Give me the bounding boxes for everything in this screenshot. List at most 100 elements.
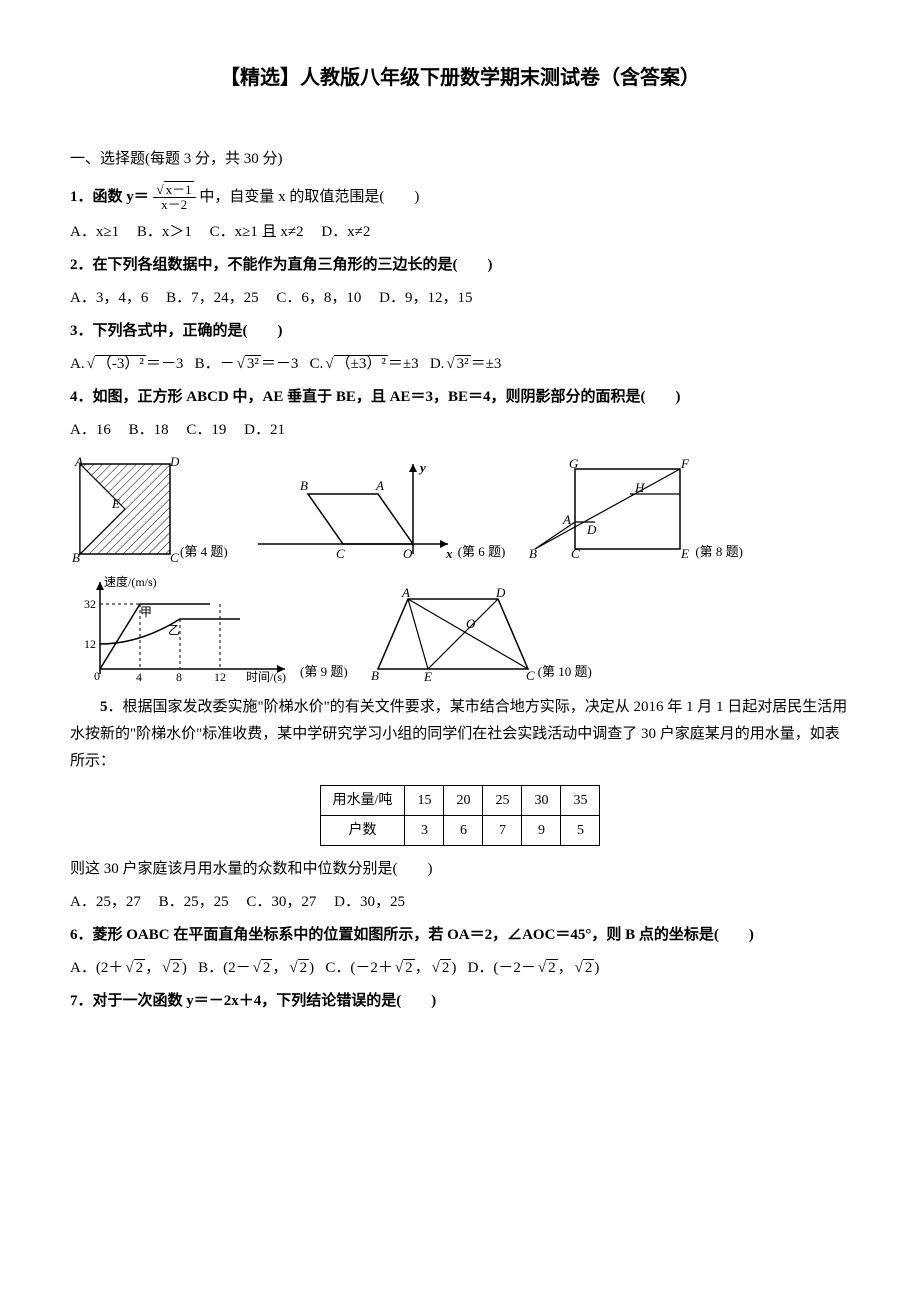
q5-options: A．25，27 B．25，25 C．30，27 D．30，25 (70, 889, 850, 916)
q3b-post: ＝－3 (261, 356, 299, 372)
q5-opt-d: D．30，25 (334, 894, 405, 910)
q3-stem-text: 3．下列各式中，正确的是( ) (70, 323, 283, 339)
fig6-O: O (403, 546, 413, 561)
fig8-H: H (634, 480, 645, 495)
q5-r3: 7 (483, 815, 522, 845)
q3c-rad: （±3）² (334, 355, 388, 372)
q6d-r2: 2 (583, 959, 595, 976)
fig8-G: G (569, 456, 579, 471)
q5-r2: 6 (444, 815, 483, 845)
q2-opt-d: D．9，12，15 (379, 290, 472, 306)
q3-opt-a: A.（-3）²＝－3 (70, 356, 183, 372)
q1-opt-c: C．x≥1 且 x≠2 (210, 224, 304, 240)
fig4-E: E (111, 496, 120, 511)
q1-opt-a: A．x≥1 (70, 224, 119, 240)
figure-4-svg: A D B C E (70, 454, 180, 564)
q3a-post: ＝－3 (146, 356, 184, 372)
q6a-pre: A．(2＋ (70, 960, 123, 976)
q1-den: x－2 (153, 198, 196, 212)
q4-opt-d: D．21 (244, 422, 285, 438)
q6c-post: ) (451, 960, 456, 976)
q5-stem-p2: 则这 30 户家庭该月用水量的众数和中位数分别是( ) (70, 856, 850, 883)
fig9-y12: 12 (84, 637, 96, 651)
q3b-pre: B．－ (195, 356, 235, 372)
fig8-E: E (680, 546, 689, 561)
q3a-rad: （-3）² (95, 355, 146, 372)
q5-th5: 35 (561, 785, 600, 815)
q2-opt-a: A．3，4，6 (70, 290, 148, 306)
q6b-r1: 2 (261, 959, 273, 976)
question-6-stem: 6．菱形 OABC 在平面直角坐标系中的位置如图所示，若 OA＝2，∠AOC＝4… (70, 922, 850, 949)
table-row: 用水量/吨 15 20 25 30 35 (320, 785, 600, 815)
q6-stem-text: 6．菱形 OABC 在平面直角坐标系中的位置如图所示，若 OA＝2，∠AOC＝4… (70, 927, 754, 943)
fig9-x8: 8 (176, 670, 182, 684)
figure-6-svg: A B C O x y (248, 454, 458, 564)
fig4-C: C (170, 550, 179, 564)
q5-r4: 9 (522, 815, 561, 845)
fig8-C: C (571, 546, 580, 561)
q2-opt-b: B．7，24，25 (166, 290, 259, 306)
fig9-y32: 32 (84, 597, 96, 611)
q6-opt-c: C．(－2＋2，2) (325, 960, 456, 976)
q6d-mid: ， (558, 960, 573, 976)
section-1-header: 一、选择题(每题 3 分，共 30 分) (70, 146, 850, 173)
fig8-caption: (第 8 题) (695, 540, 743, 563)
page-title: 【精选】人教版八年级下册数学期末测试卷（含答案） (70, 60, 850, 96)
q5-th0: 用水量/吨 (320, 785, 405, 815)
q3d-pre: D. (430, 356, 445, 372)
fig9-jia: 甲 (140, 605, 152, 619)
fig10-O: O (466, 616, 476, 631)
fig8-D: D (586, 522, 597, 537)
fig4-D: D (169, 454, 180, 469)
q5-opt-a: A．25，27 (70, 894, 141, 910)
table-row: 户数 3 6 7 9 5 (320, 815, 600, 845)
fig8-B: B (529, 546, 537, 561)
q6-opt-a: A．(2＋2，2) (70, 960, 187, 976)
fig8-A: A (562, 512, 571, 527)
fig10-A: A (401, 585, 410, 600)
fig6-B: B (300, 478, 308, 493)
figure-row-2: 32 12 0 4 8 12 速度/(m/s) 时间/(s) 甲 乙 (第 9 … (70, 574, 850, 684)
figure-9-svg: 32 12 0 4 8 12 速度/(m/s) 时间/(s) 甲 乙 (70, 574, 300, 684)
q4-options: A．16 B．18 C．19 D．21 (70, 417, 850, 444)
q6-options: A．(2＋2，2) B．(2－2，2) C．(－2＋2，2) D．(－2－2，2… (70, 955, 850, 982)
fig4-B: B (72, 550, 80, 564)
figure-row-1: A D B C E (第 4 题) A B C O x y (第 6 题) (70, 454, 850, 564)
q1-stem-pre: 1．函数 y＝ (70, 189, 149, 205)
q6b-post: ) (309, 960, 314, 976)
q6-opt-d: D．(－2－2，2) (468, 960, 600, 976)
q5-r0: 户数 (320, 815, 405, 845)
q2-stem-text: 2．在下列各组数据中，不能作为直角三角形的三边长的是( ) (70, 257, 493, 273)
fig9-caption: (第 9 题) (300, 660, 348, 683)
figure-4: A D B C E (第 4 题) (70, 454, 228, 564)
q6a-r2: 2 (170, 959, 182, 976)
svg-text:0: 0 (94, 669, 100, 683)
q3d-post: ＝±3 (471, 356, 502, 372)
q3-opt-c: C.（±3）²＝±3 (310, 356, 419, 372)
q6c-pre: C．(－2＋ (325, 960, 393, 976)
figure-8: B C E F G A D H (第 8 题) (525, 454, 743, 564)
q1-num-rad: x－1 (164, 181, 194, 197)
fig10-B: B (371, 668, 379, 683)
fig10-C: C (526, 668, 535, 683)
fig6-A: A (375, 478, 384, 493)
q4-opt-c: C．19 (186, 422, 226, 438)
q4-opt-b: B．18 (129, 422, 169, 438)
q5-table: 用水量/吨 15 20 25 30 35 户数 3 6 7 9 5 (320, 785, 601, 846)
fig4-caption: (第 4 题) (180, 540, 228, 563)
q6d-post: ) (594, 960, 599, 976)
q6c-r2: 2 (440, 959, 452, 976)
q5-r1: 3 (405, 815, 444, 845)
q5-th4: 30 (522, 785, 561, 815)
fig9-x4: 4 (136, 670, 142, 684)
q5-stem-text: ．根据国家发改委实施"阶梯水价"的有关文件要求，某市结合地方实际，决定从 201… (70, 699, 847, 769)
q5-r5: 5 (561, 815, 600, 845)
q6c-r1: 2 (403, 959, 415, 976)
q3d-rad: 3² (455, 355, 471, 372)
q6c-mid: ， (415, 960, 430, 976)
fig9-ylabel: 速度/(m/s) (104, 574, 157, 589)
figure-9: 32 12 0 4 8 12 速度/(m/s) 时间/(s) 甲 乙 (第 9 … (70, 574, 348, 684)
fig9-yi: 乙 (168, 623, 180, 637)
q2-options: A．3，4，6 B．7，24，25 C．6，8，10 D．9，12，15 (70, 285, 850, 312)
q3c-pre: C. (310, 356, 324, 372)
